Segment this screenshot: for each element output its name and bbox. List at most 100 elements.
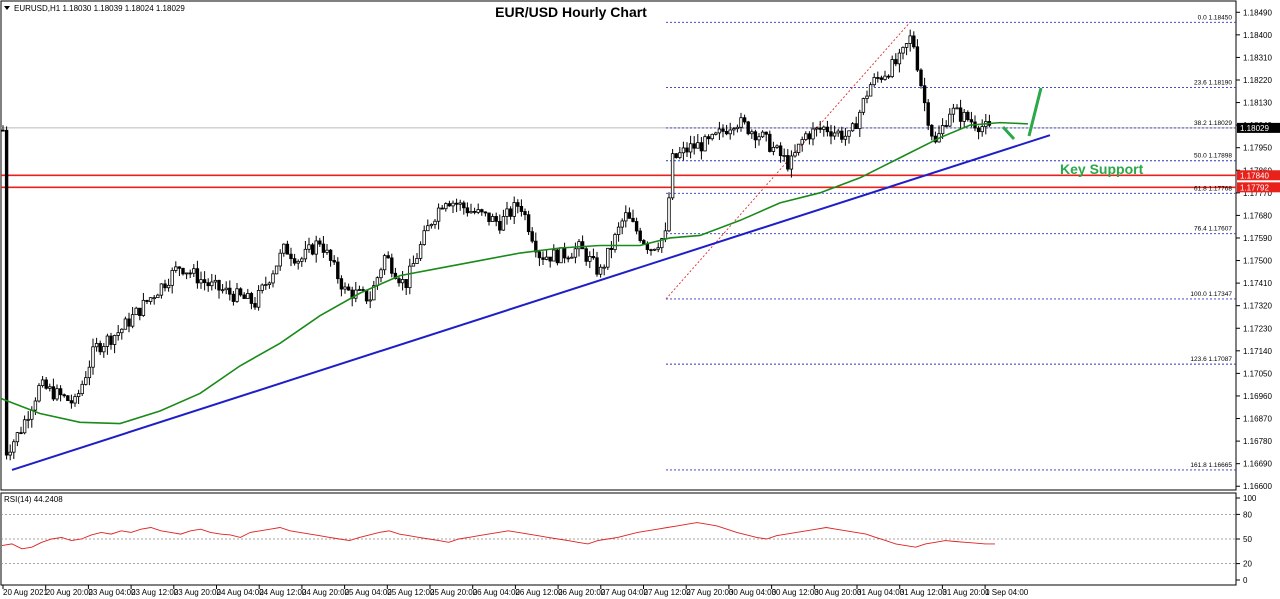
bearish-candle xyxy=(404,279,408,289)
bullish-candle xyxy=(868,84,873,97)
fib-level-label: 61.8 1.17768 xyxy=(1194,185,1232,192)
bullish-candle xyxy=(814,127,819,130)
bearish-candle xyxy=(195,268,200,284)
bullish-candle xyxy=(757,136,761,141)
bearish-candle xyxy=(498,220,502,231)
bearish-candle xyxy=(912,35,916,48)
bullish-candle xyxy=(120,328,124,334)
bearish-candle xyxy=(346,286,351,291)
bearish-candle xyxy=(724,130,729,135)
time-tick-label: 25 Aug 12:00 xyxy=(387,588,435,597)
bearish-candle xyxy=(386,255,390,259)
bearish-candle xyxy=(969,119,974,123)
bullish-candle xyxy=(883,75,887,80)
bearish-candle xyxy=(768,133,772,152)
bearish-candle xyxy=(454,202,459,205)
bullish-candle xyxy=(170,270,174,286)
bullish-candle xyxy=(836,130,840,134)
bearish-candle xyxy=(580,241,585,250)
bearish-candle xyxy=(361,289,365,291)
bullish-candle xyxy=(750,131,754,135)
bearish-candle xyxy=(51,386,56,400)
bullish-candle xyxy=(728,129,732,135)
bullish-candle xyxy=(490,216,495,222)
time-tick-label: 24 Aug 20:00 xyxy=(302,588,350,597)
time-tick-label: 27 Aug 20:00 xyxy=(686,588,734,597)
bullish-candle xyxy=(307,244,311,250)
time-tick-label: 30 Aug 12:00 xyxy=(772,588,820,597)
price-tick-label: 1.17770 xyxy=(1243,189,1272,198)
bullish-candle xyxy=(577,241,581,250)
bearish-candle xyxy=(483,211,488,214)
bearish-candle xyxy=(930,124,934,137)
bullish-candle xyxy=(400,279,405,284)
bullish-candle xyxy=(15,432,20,443)
bearish-candle xyxy=(674,153,678,158)
bullish-candle xyxy=(246,293,250,299)
bullish-candle xyxy=(224,287,228,291)
bearish-candle xyxy=(537,251,542,259)
bullish-candle xyxy=(544,256,549,260)
bearish-candle xyxy=(786,155,790,170)
bullish-candle xyxy=(696,142,700,149)
bearish-candle xyxy=(595,257,599,275)
bearish-candle xyxy=(397,278,401,284)
fib-level-label: 38.2 1.18029 xyxy=(1194,120,1232,127)
bearish-candle xyxy=(566,257,570,260)
rsi-tick-label: 80 xyxy=(1243,510,1252,519)
bearish-candle xyxy=(966,111,970,121)
bullish-candle xyxy=(789,155,794,170)
time-tick-label: 23 Aug 04:00 xyxy=(88,588,136,597)
bullish-candle xyxy=(735,126,740,130)
bullish-candle xyxy=(418,244,423,259)
bearish-candle xyxy=(753,131,758,141)
time-tick-label: 1 Sep 04:00 xyxy=(985,588,1029,597)
bearish-candle xyxy=(508,208,513,217)
bullish-candle xyxy=(314,240,318,255)
bearish-candle xyxy=(519,205,524,212)
bullish-candle xyxy=(429,224,434,227)
bullish-candle xyxy=(678,152,682,158)
bullish-candle xyxy=(822,126,826,130)
bounce-down-arrow xyxy=(1001,125,1016,141)
bearish-candle xyxy=(742,117,747,123)
bullish-candle xyxy=(94,343,99,348)
bullish-candle xyxy=(804,133,808,140)
bullish-candle xyxy=(444,203,448,210)
bullish-candle xyxy=(343,286,347,290)
fib-level-label: 100.0 1.17347 xyxy=(1190,291,1232,298)
bullish-candle xyxy=(102,346,106,353)
bullish-candle xyxy=(793,152,797,157)
bullish-candle xyxy=(897,52,902,65)
time-tick-label: 20 Aug 20:00 xyxy=(46,588,94,597)
price-tick-label: 1.16960 xyxy=(1243,392,1272,401)
bearish-candle xyxy=(530,231,534,242)
bullish-candle xyxy=(739,117,743,128)
bearish-candle xyxy=(177,266,182,269)
bearish-candle xyxy=(958,107,963,122)
bullish-candle xyxy=(433,220,437,225)
key-support-label: Key Support xyxy=(1060,161,1144,177)
bearish-candle xyxy=(591,256,596,259)
bearish-candle xyxy=(649,249,653,252)
resistance-price-label: 1.17792 xyxy=(1240,183,1269,192)
bullish-candle xyxy=(260,284,264,291)
bearish-candle xyxy=(364,289,369,302)
bullish-candle xyxy=(73,396,77,404)
bullish-candle xyxy=(512,202,516,217)
bullish-candle xyxy=(199,279,203,284)
bearish-candle xyxy=(242,294,246,299)
fib-level-label: 161.8 1.16665 xyxy=(1190,462,1232,469)
bullish-candle xyxy=(948,113,952,127)
bullish-candle xyxy=(105,335,110,347)
bearish-candle xyxy=(879,77,884,80)
bullish-candle xyxy=(458,202,462,205)
rsi-line xyxy=(1,522,995,550)
bullish-candle xyxy=(890,59,894,77)
time-tick-label: 25 Aug 04:00 xyxy=(345,588,393,597)
bullish-candle xyxy=(714,132,718,135)
bearish-candle xyxy=(541,257,545,260)
price-tick-label: 1.16780 xyxy=(1243,437,1272,446)
